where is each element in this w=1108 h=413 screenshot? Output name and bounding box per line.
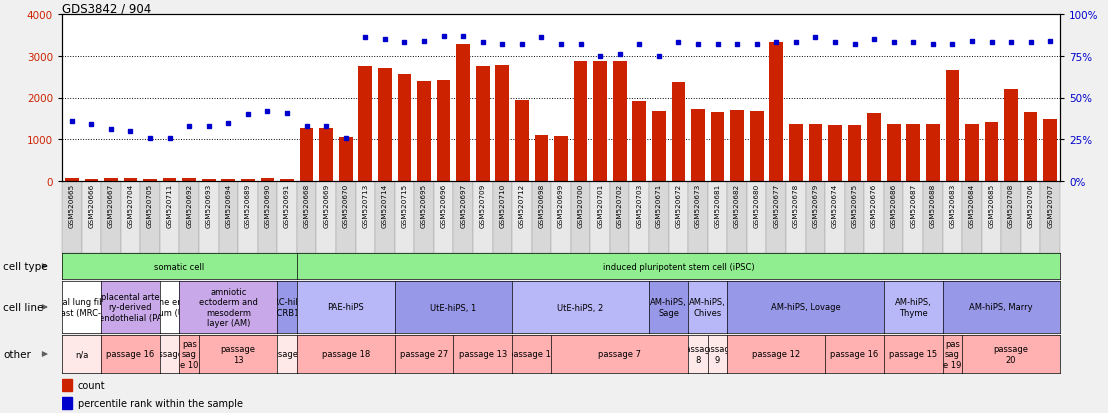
Text: cell type: cell type xyxy=(3,261,48,271)
Bar xyxy=(319,129,334,182)
Text: other: other xyxy=(3,349,31,359)
Bar xyxy=(280,179,294,182)
Text: n/a: n/a xyxy=(75,350,89,358)
Bar xyxy=(868,114,881,182)
Bar xyxy=(750,112,763,182)
Bar xyxy=(437,81,451,182)
Bar xyxy=(554,137,567,182)
Bar xyxy=(828,126,842,182)
Bar xyxy=(183,179,196,182)
Text: passage 18: passage 18 xyxy=(321,350,370,358)
Bar xyxy=(848,126,861,182)
Text: fetal lung fibro
blast (MRC-5): fetal lung fibro blast (MRC-5) xyxy=(51,298,113,317)
Text: UtE-hiPS, 1: UtE-hiPS, 1 xyxy=(430,303,476,312)
Text: PAE-hiPS: PAE-hiPS xyxy=(327,303,365,312)
Bar xyxy=(633,102,646,182)
Text: passage 27: passage 27 xyxy=(400,350,448,358)
Bar xyxy=(495,65,510,182)
Text: placental arte
ry-derived
endothelial (PA: placental arte ry-derived endothelial (P… xyxy=(99,292,162,322)
Text: passage
8: passage 8 xyxy=(680,344,716,364)
Bar xyxy=(456,45,470,182)
Bar xyxy=(945,71,960,182)
Text: passage
13: passage 13 xyxy=(220,344,256,364)
Bar xyxy=(1044,119,1057,182)
Bar xyxy=(593,62,607,182)
Bar xyxy=(242,179,255,182)
Bar xyxy=(906,124,920,182)
Text: AM-hiPS, Marry: AM-hiPS, Marry xyxy=(970,303,1033,312)
Text: AM-hiPS, Lovage: AM-hiPS, Lovage xyxy=(771,303,841,312)
Text: GDS3842 / 904: GDS3842 / 904 xyxy=(62,3,152,16)
Bar xyxy=(652,112,666,182)
Bar xyxy=(124,179,137,182)
Text: induced pluripotent stem cell (iPSC): induced pluripotent stem cell (iPSC) xyxy=(603,262,755,271)
Bar xyxy=(1024,112,1037,182)
Bar xyxy=(359,67,372,182)
Text: passage 12: passage 12 xyxy=(752,350,800,358)
Text: cell line: cell line xyxy=(3,302,43,312)
Text: passage 22: passage 22 xyxy=(263,350,311,358)
Text: passage
20: passage 20 xyxy=(994,344,1028,364)
Bar xyxy=(515,101,529,182)
Text: pas
sag
e 10: pas sag e 10 xyxy=(179,339,198,369)
Bar xyxy=(339,138,352,182)
Text: passage 8: passage 8 xyxy=(148,350,191,358)
Text: passage 18: passage 18 xyxy=(507,350,556,358)
Bar xyxy=(202,179,216,182)
Text: passage 15: passage 15 xyxy=(890,350,937,358)
Bar xyxy=(222,179,235,182)
Bar xyxy=(613,62,626,182)
Bar xyxy=(926,124,940,182)
Bar xyxy=(143,179,157,182)
Bar xyxy=(1004,90,1018,182)
Bar xyxy=(769,43,783,182)
Bar xyxy=(65,179,79,182)
Bar xyxy=(671,83,685,182)
Text: passage
9: passage 9 xyxy=(700,344,735,364)
Bar xyxy=(789,125,802,182)
Bar xyxy=(62,379,72,391)
Text: somatic cell: somatic cell xyxy=(154,262,205,271)
Text: pas
sag
e 19: pas sag e 19 xyxy=(943,339,962,369)
Text: amniotic
ectoderm and
mesoderm
layer (AM): amniotic ectoderm and mesoderm layer (AM… xyxy=(199,287,258,328)
Bar xyxy=(300,129,314,182)
Bar xyxy=(84,179,99,182)
Bar xyxy=(104,179,117,182)
Text: AM-hiPS,
Chives: AM-hiPS, Chives xyxy=(689,298,726,317)
Bar xyxy=(710,112,725,182)
Text: passage 16: passage 16 xyxy=(106,350,155,358)
Text: uterine endom
etrium (UtE): uterine endom etrium (UtE) xyxy=(138,298,201,317)
Text: percentile rank within the sample: percentile rank within the sample xyxy=(78,398,243,408)
Bar xyxy=(475,66,490,182)
Text: passage 7: passage 7 xyxy=(598,350,642,358)
Bar xyxy=(62,396,72,409)
Text: AM-hiPS,
Thyme: AM-hiPS, Thyme xyxy=(895,298,932,317)
Text: MRC-hiPS,
Tic(JCRB1331: MRC-hiPS, Tic(JCRB1331 xyxy=(259,298,316,317)
Text: count: count xyxy=(78,380,105,390)
Bar xyxy=(534,136,548,182)
Bar xyxy=(730,111,743,182)
Bar xyxy=(691,110,705,182)
Bar xyxy=(985,123,998,182)
Text: passage 16: passage 16 xyxy=(830,350,879,358)
Bar xyxy=(398,74,411,182)
Bar xyxy=(260,179,275,182)
Bar xyxy=(886,124,901,182)
Bar xyxy=(418,82,431,182)
Text: AM-hiPS,
Sage: AM-hiPS, Sage xyxy=(650,298,687,317)
Bar xyxy=(809,124,822,182)
Bar xyxy=(574,62,587,182)
Bar xyxy=(163,179,176,182)
Text: UtE-hiPS, 2: UtE-hiPS, 2 xyxy=(557,303,604,312)
Text: passage 13: passage 13 xyxy=(459,350,506,358)
Bar xyxy=(965,124,978,182)
Bar xyxy=(378,69,392,182)
